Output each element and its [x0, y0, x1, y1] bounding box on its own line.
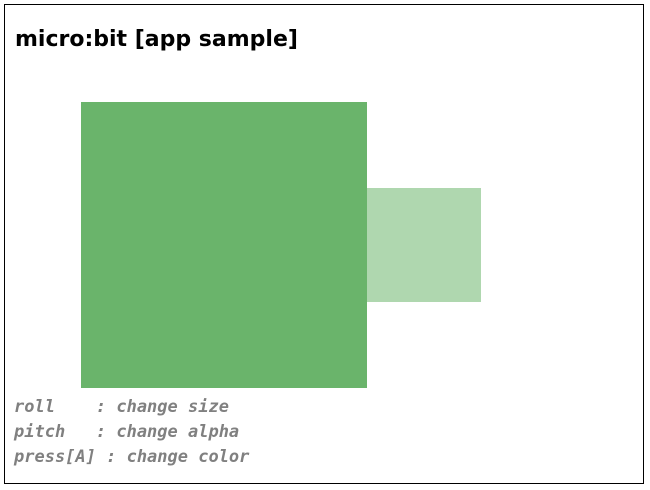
- secondary-square: [367, 188, 481, 302]
- instruction-press-a: press[A] : change color: [14, 447, 250, 467]
- instruction-pitch: pitch : change alpha: [14, 422, 240, 442]
- instructions-list: roll : change size pitch : change alpha …: [14, 395, 249, 470]
- app-canvas: micro:bit [app sample] roll : change siz…: [4, 4, 644, 484]
- page-title: micro:bit [app sample]: [15, 27, 298, 52]
- instruction-roll: roll : change size: [14, 397, 229, 417]
- main-square: [81, 102, 367, 388]
